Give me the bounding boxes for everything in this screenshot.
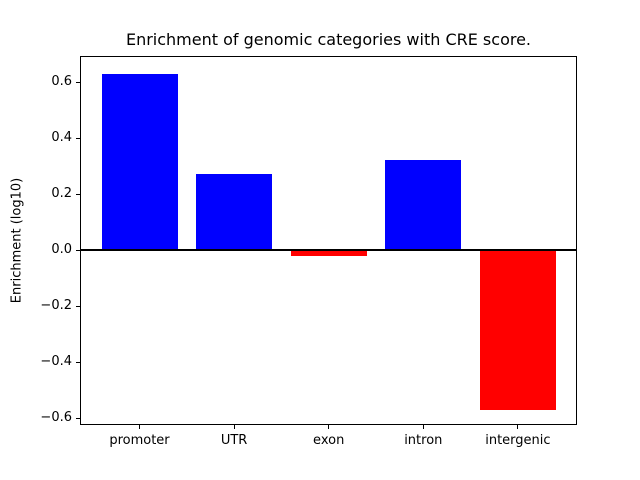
zero-line <box>80 248 577 252</box>
y-tick-label: −0.6 <box>40 410 72 425</box>
y-tick-label: 0.2 <box>51 186 72 202</box>
y-tick-mark <box>76 305 80 307</box>
x-tick-label-promoter: promoter <box>109 433 170 448</box>
bar-UTR <box>196 174 273 250</box>
bar-intergenic <box>479 250 556 410</box>
chart-title: Enrichment of genomic categories with CR… <box>125 30 532 49</box>
y-tick-label: −0.4 <box>40 354 72 369</box>
bar-promoter <box>101 73 178 250</box>
y-tick-mark <box>76 137 80 139</box>
x-tick-label-intron: intron <box>404 433 443 448</box>
y-tick-mark <box>76 361 80 363</box>
y-tick-mark <box>76 417 80 419</box>
x-tick-label-UTR: UTR <box>220 433 248 448</box>
y-tick-label: 0.4 <box>51 130 72 146</box>
x-tick-mark <box>517 425 519 429</box>
y-tick-mark <box>76 249 80 251</box>
y-tick-mark <box>76 193 80 195</box>
bar-intron <box>385 160 462 250</box>
y-axis-label: Enrichment (log10) <box>9 177 25 304</box>
y-tick-label: 0.0 <box>51 242 72 258</box>
x-tick-mark <box>328 425 330 429</box>
y-tick-label: −0.2 <box>40 298 72 313</box>
x-tick-label-exon: exon <box>313 433 345 448</box>
x-tick-mark <box>139 425 140 429</box>
x-tick-mark <box>422 425 424 429</box>
y-tick-label: 0.6 <box>51 74 72 90</box>
bar-exon <box>290 250 367 256</box>
x-tick-label-intergenic: intergenic <box>485 433 551 448</box>
x-tick-mark <box>233 425 235 429</box>
y-tick-mark <box>76 81 80 83</box>
